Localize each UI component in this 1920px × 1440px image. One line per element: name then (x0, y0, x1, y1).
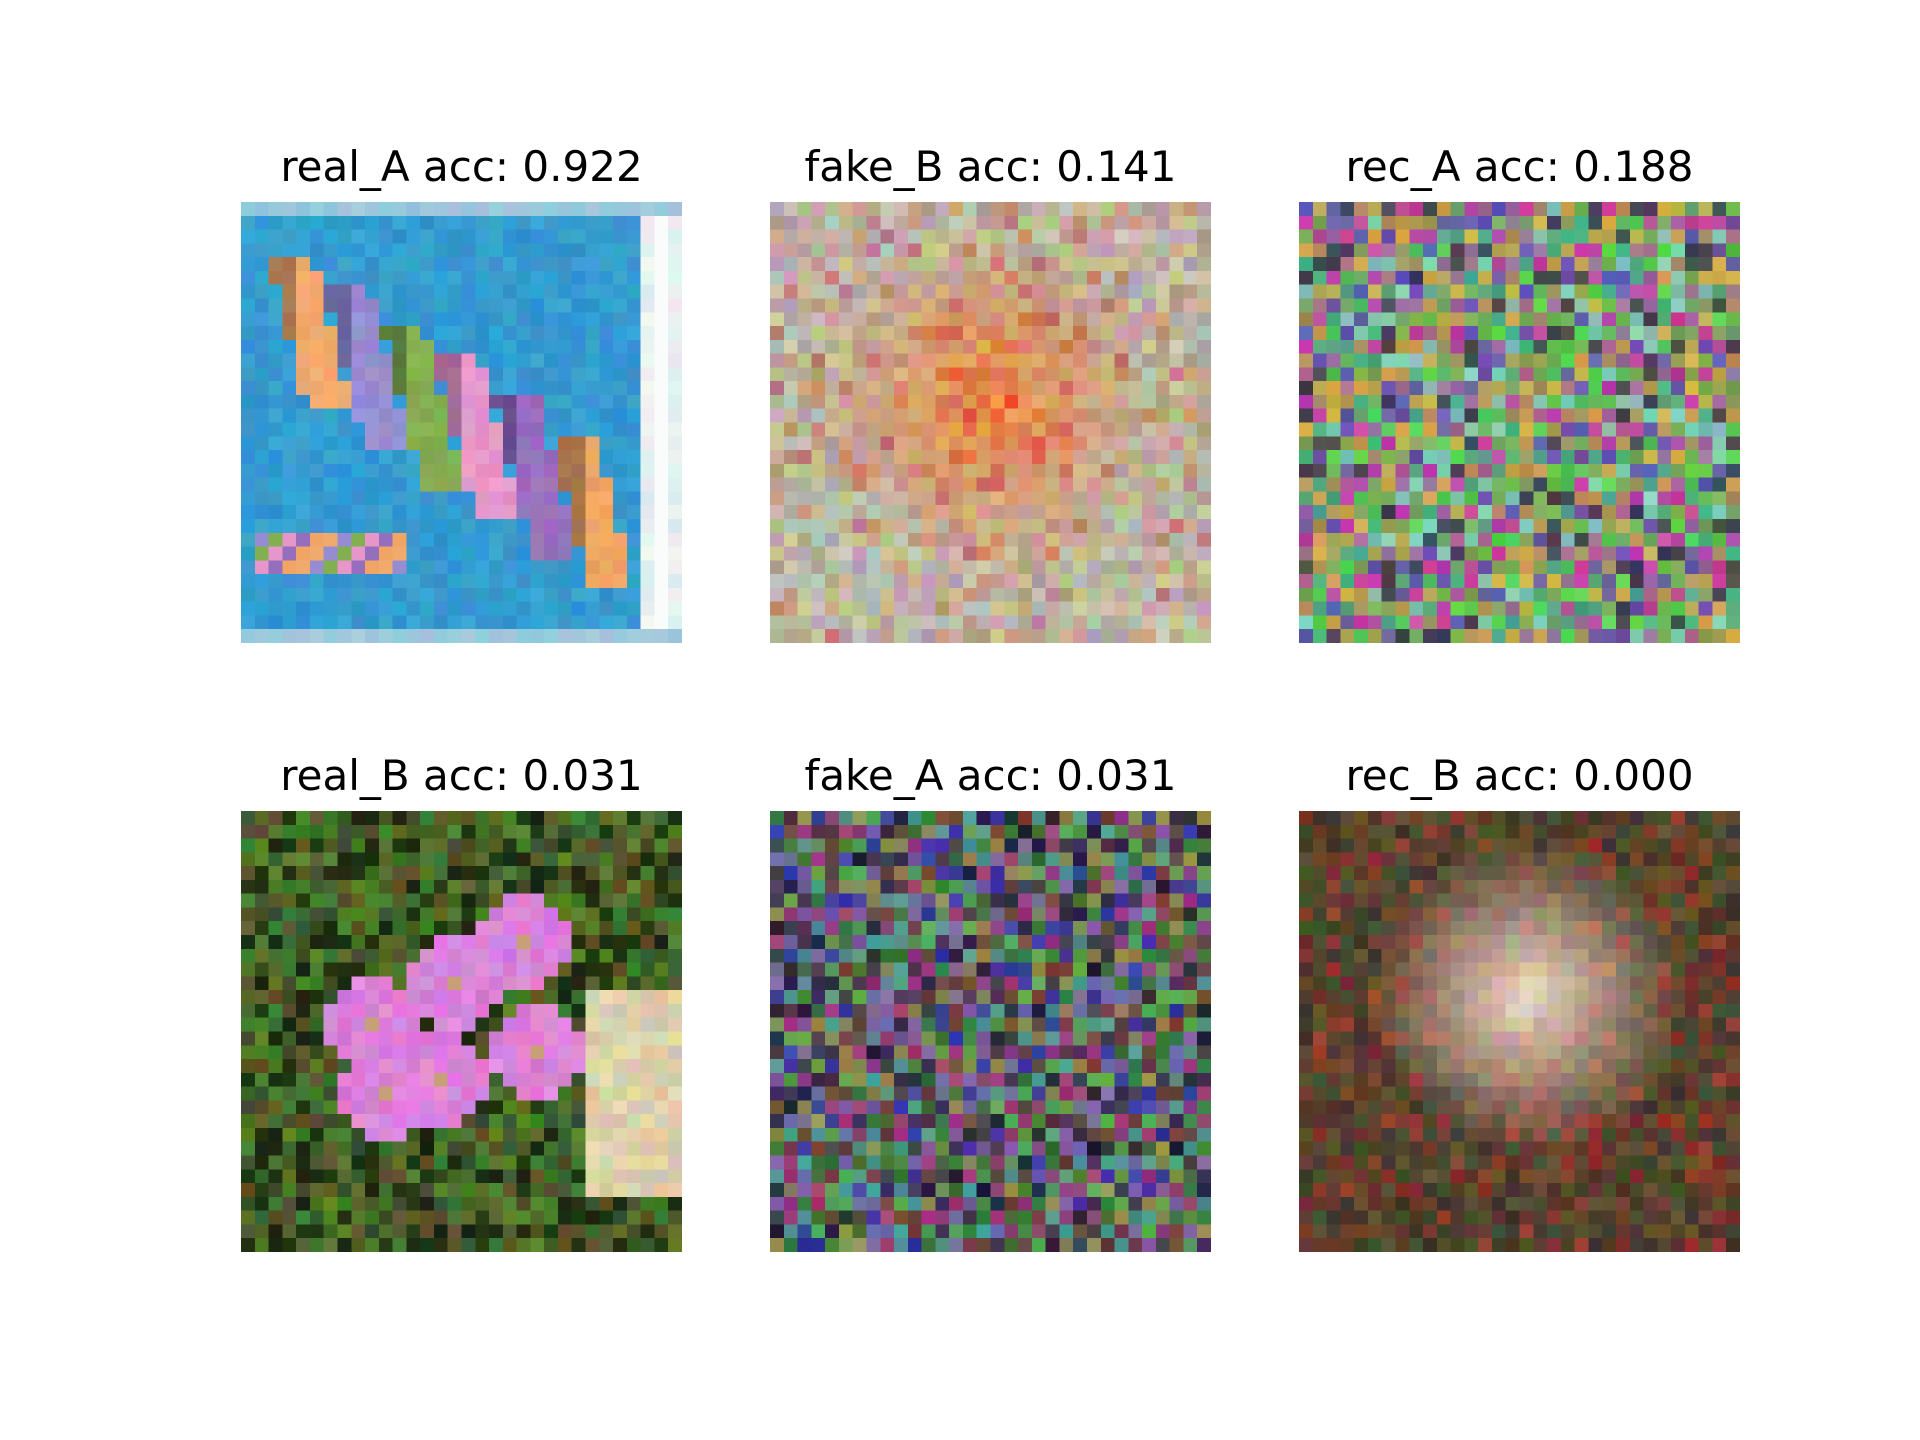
panel-title: rec_A acc: 0.188 (1345, 142, 1694, 191)
fake-b-image (770, 202, 1211, 643)
panel-title: fake_B acc: 0.141 (804, 142, 1177, 191)
panel-title: real_A acc: 0.922 (280, 142, 643, 191)
panel-title: rec_B acc: 0.000 (1345, 751, 1694, 800)
panel-title: real_B acc: 0.031 (280, 751, 643, 800)
fake-a-image (770, 811, 1211, 1252)
rec-a-image (1299, 202, 1740, 643)
real-a-image (241, 202, 682, 643)
rec-b-image (1299, 811, 1740, 1252)
real-b-image (241, 811, 682, 1252)
panel-title: fake_A acc: 0.031 (804, 751, 1177, 800)
